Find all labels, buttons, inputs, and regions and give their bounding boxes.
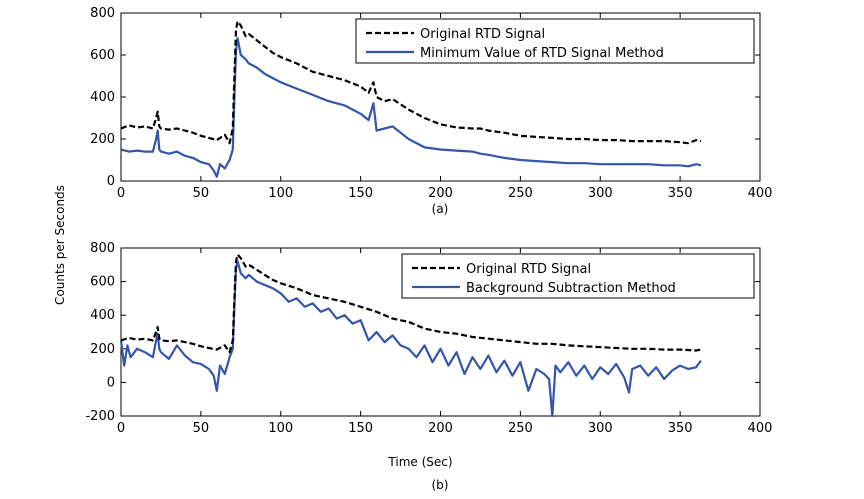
x-tick-label: 250 — [508, 186, 533, 201]
x-tick-label: 0 — [117, 421, 125, 436]
x-tick-label: 250 — [508, 421, 533, 436]
legend-label: Original RTD Signal — [420, 27, 545, 42]
x-tick-label: 300 — [588, 421, 613, 436]
legend-label: Minimum Value of RTD Signal Method — [420, 46, 664, 61]
x-tick-label: 300 — [588, 186, 613, 201]
panel-caption: (a) — [432, 202, 449, 216]
x-tick-label: 100 — [268, 421, 293, 436]
y-tick-label: 200 — [90, 132, 115, 147]
x-tick-label: 50 — [193, 421, 210, 436]
series-line-method — [120, 37, 702, 178]
series-line-original-rtd — [120, 20, 702, 145]
x-tick-label: 200 — [428, 186, 453, 201]
series-line-method — [119, 260, 702, 418]
x-tick-label: 150 — [348, 421, 373, 436]
series-line-original-rtd — [120, 253, 702, 354]
x-tick-label: 50 — [193, 186, 210, 201]
legend-label: Background Subtraction Method — [466, 281, 676, 296]
x-tick-label: 350 — [668, 186, 693, 201]
shared-y-axis-label: Counts per Seconds — [53, 185, 67, 305]
x-tick-label: 0 — [117, 186, 125, 201]
y-tick-label: 0 — [107, 375, 115, 390]
y-tick-label: 400 — [90, 308, 115, 323]
y-tick-label: 400 — [90, 90, 115, 105]
x-tick-label: 350 — [668, 421, 693, 436]
y-tick-label: 800 — [90, 241, 115, 256]
y-tick-label: 200 — [90, 342, 115, 357]
x-tick-label: 100 — [268, 186, 293, 201]
y-tick-label: 0 — [107, 174, 115, 189]
y-tick-label: -200 — [85, 409, 115, 424]
x-tick-label: 150 — [348, 186, 373, 201]
x-tick-label: 200 — [428, 421, 453, 436]
panel-caption: (b) — [432, 478, 449, 492]
x-tick-label: 400 — [748, 186, 773, 201]
legend-label: Original RTD Signal — [466, 262, 591, 277]
y-tick-label: 800 — [90, 6, 115, 21]
x-axis-label: Time (Sec) — [387, 455, 452, 469]
chart-panel-a: 0 50 100 150 200 250 300 350 400 0 200 400 600 800 Ori… — [90, 6, 772, 216]
chart-panel-b: 0 50 100 150 200 250 300 350 400-200020040060080… — [85, 241, 772, 492]
y-tick-label: 600 — [90, 275, 115, 290]
legend-box — [401, 253, 755, 299]
legend-box — [355, 18, 755, 64]
y-tick-label: 600 — [90, 48, 115, 63]
x-tick-label: 400 — [748, 421, 773, 436]
